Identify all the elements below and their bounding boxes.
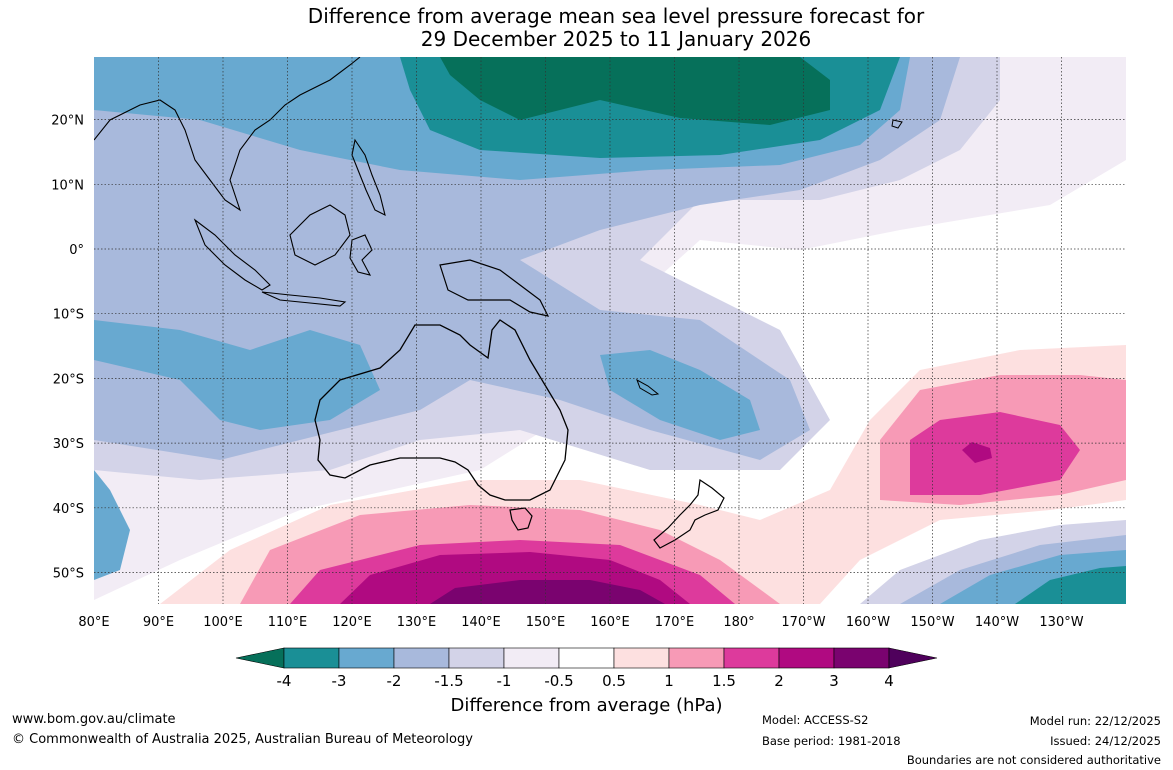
anomaly-region-positive-3 <box>430 580 665 604</box>
australia-outline <box>314 319 569 501</box>
latitude-label: 50°S <box>53 567 84 582</box>
colorbar-box <box>338 647 395 669</box>
anomaly-region-negative-3c <box>600 350 760 440</box>
philippines-outline <box>351 138 386 217</box>
longitude-labels: 80°E 90°E 100°E 110°E 120°E 130°E 140°E 150°E 16… <box>78 615 1083 630</box>
colorbar-tick-label: -1.5 <box>434 672 463 690</box>
footer-website[interactable]: www.bom.gov.au/climate <box>12 712 176 727</box>
longitude-label: 130°W <box>1039 615 1083 630</box>
title-line2: 29 December 2025 to 11 January 2026 <box>420 27 812 51</box>
latitude-label: 10°S <box>53 308 84 323</box>
anomaly-region-se-low-4 <box>1015 566 1126 604</box>
footer-copyright: © Commonwealth of Australia 2025, Austra… <box>12 732 473 747</box>
longitude-label: 140°E <box>461 615 501 630</box>
latitude-label: 20°N <box>51 114 84 129</box>
colorbar-tick-label: 3 <box>829 672 839 690</box>
longitude-label: 160°W <box>846 615 890 630</box>
colorbar <box>235 647 938 669</box>
longitude-label: 100°E <box>203 615 243 630</box>
java-outline <box>261 291 347 307</box>
colorbar-box <box>393 647 450 669</box>
colorbar-box <box>833 647 890 669</box>
longitude-label: 130°E <box>397 615 437 630</box>
borneo-outline <box>289 204 351 266</box>
colorbar-tick-label: -1 <box>497 672 512 690</box>
graticule <box>94 57 1126 604</box>
anomaly-region-negative-3b <box>94 320 380 430</box>
colorbar-box <box>283 647 340 669</box>
colorbar-tick-label: -3 <box>332 672 347 690</box>
colorbar-box <box>668 647 725 669</box>
colorbar-box <box>723 647 780 669</box>
latitude-label: 40°S <box>53 502 84 517</box>
latitude-label: 0° <box>69 243 84 258</box>
colorbar-box <box>448 647 505 669</box>
colorbar-tick-label: 1.5 <box>712 672 736 690</box>
anomaly-region-positive-2b <box>962 442 992 463</box>
colorbar-extend-high <box>888 647 938 669</box>
longitude-label: 90°E <box>143 615 174 630</box>
longitude-label: 140°W <box>975 615 1019 630</box>
sumatra-outline <box>193 218 271 291</box>
asia-outline <box>94 57 361 212</box>
footer-base-period: Base period: 1981-2018 <box>762 734 901 748</box>
latitude-label: 20°S <box>53 372 84 387</box>
footer-issued: Issued: 24/12/2025 <box>1050 734 1161 748</box>
latitude-labels: 20°N 10°N 0° 10°S 20°S 30°S 40°S 50°S <box>51 114 84 582</box>
hawaii-outline <box>891 119 903 129</box>
longitude-label: 170°W <box>781 615 825 630</box>
longitude-label: 150°E <box>526 615 566 630</box>
new-zealand-outline <box>653 478 725 549</box>
longitude-label: 120°E <box>332 615 372 630</box>
colorbar-box <box>778 647 835 669</box>
colorbar-tick-label: 0.5 <box>602 672 626 690</box>
longitude-label: 160°E <box>590 615 630 630</box>
longitude-label: 150°W <box>910 615 954 630</box>
colorbar-tick-labels: -4 -3 -2 -1.5 -1 -0.5 0.5 1 1.5 2 3 4 <box>277 672 894 690</box>
longitude-label: 170°E <box>655 615 695 630</box>
latitude-label: 10°N <box>51 178 84 193</box>
anomaly-region-positive-15b <box>910 412 1080 495</box>
colorbar-box <box>613 647 670 669</box>
footer-disclaimer: Boundaries are not considered authoritat… <box>906 753 1161 767</box>
colorbar-extend-low <box>235 647 285 669</box>
sulawesi-outline <box>349 234 373 276</box>
colorbar-tick-label: 4 <box>884 672 894 690</box>
anomaly-region-negative-5 <box>440 57 830 125</box>
colorbar-title: Difference from average (hPa) <box>450 695 723 716</box>
longitude-label: 80°E <box>78 615 109 630</box>
title-line1: Difference from average mean sea level p… <box>307 4 925 28</box>
longitude-label: 180° <box>723 615 754 630</box>
new-caledonia-outline <box>636 378 660 396</box>
colorbar-tick-label: 2 <box>774 672 784 690</box>
colorbar-box <box>558 647 615 669</box>
footer-model: Model: ACCESS-S2 <box>762 713 869 727</box>
longitude-label: 110°E <box>268 615 308 630</box>
colorbar-tick-label: -4 <box>277 672 292 690</box>
map-title: Difference from average mean sea level p… <box>0 5 1173 51</box>
colorbar-box <box>503 647 560 669</box>
colorbar-tick-label: -2 <box>387 672 402 690</box>
colorbar-tick-label: -0.5 <box>544 672 573 690</box>
colorbar-tick-label: 1 <box>664 672 674 690</box>
anomaly-region-negative-3d <box>94 470 130 580</box>
footer-model-run: Model run: 22/12/2025 <box>1029 714 1161 728</box>
latitude-label: 30°S <box>53 437 84 452</box>
